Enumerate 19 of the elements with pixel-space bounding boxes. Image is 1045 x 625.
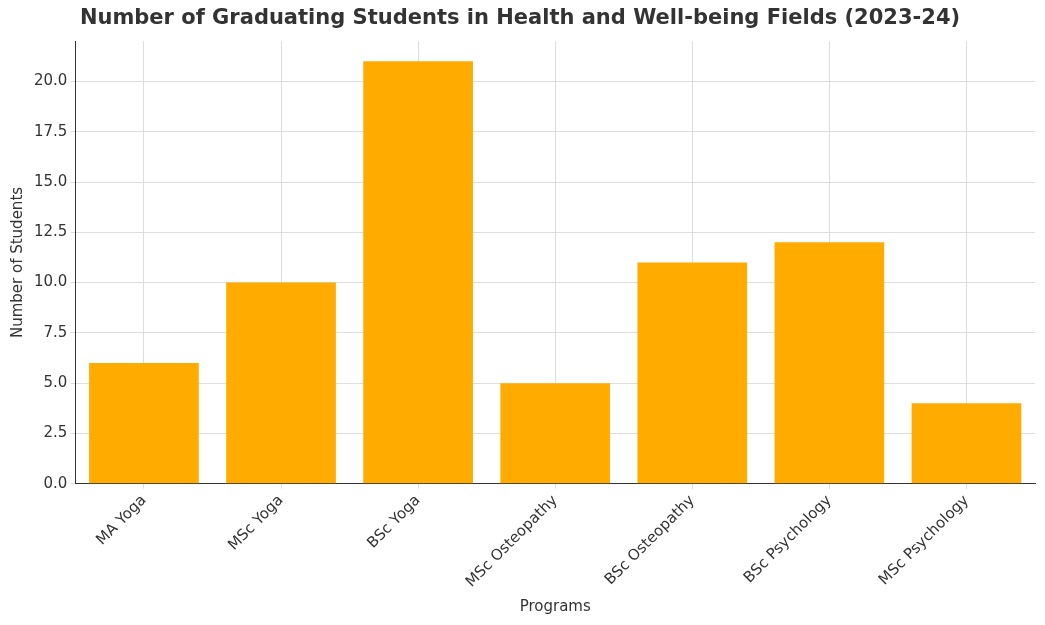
bar — [637, 262, 748, 484]
bar — [500, 383, 611, 484]
chart-title: Number of Graduating Students in Health and Well-being Fields (2023-24) — [79, 5, 961, 30]
y-tick-label: 2.5 — [43, 423, 68, 442]
y-tick-label: 12.5 — [33, 222, 68, 241]
bar — [774, 242, 885, 484]
y-axis-title: Number of Students — [7, 186, 26, 339]
bar — [89, 363, 199, 484]
y-tick-label: 15.0 — [33, 171, 68, 190]
y-tick-label: 20.0 — [33, 71, 68, 90]
y-tick-label: 10.0 — [33, 272, 68, 291]
bar — [911, 403, 1022, 484]
x-axis-title: Programs — [519, 596, 591, 615]
y-tick-label: 17.5 — [33, 121, 68, 140]
bar — [226, 282, 336, 484]
y-tick-label: 7.5 — [43, 322, 68, 341]
y-tick-label: 0.0 — [43, 473, 68, 492]
bar — [363, 61, 473, 484]
y-tick-label: 5.0 — [43, 373, 68, 392]
